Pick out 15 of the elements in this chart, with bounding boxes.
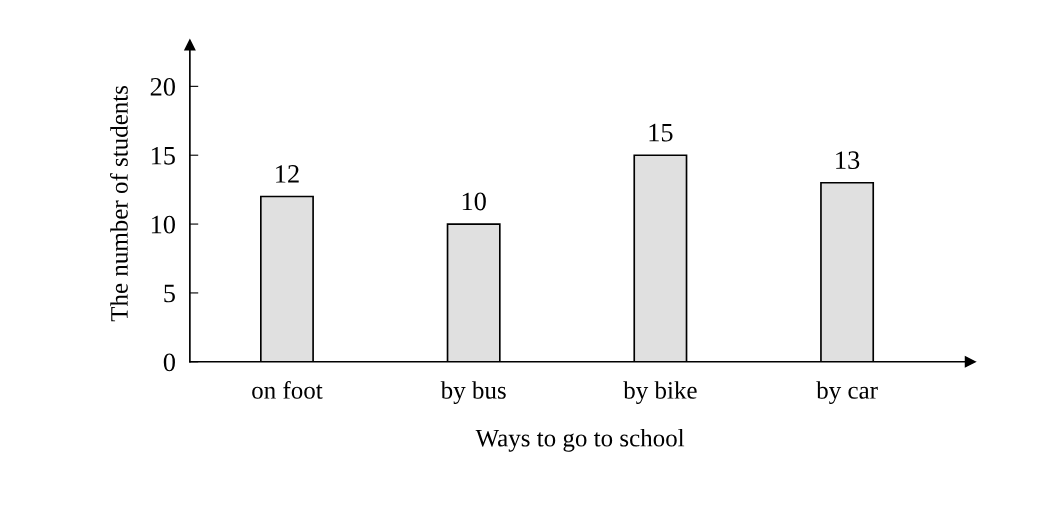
y-tick-label: 15 <box>151 146 175 165</box>
data-label: 15 <box>649 123 673 142</box>
x-tick-label: on foot <box>252 380 323 399</box>
y-tick-label: 20 <box>150 77 175 96</box>
data-label: 10 <box>462 192 486 211</box>
y-axis-title: The number of students <box>110 85 128 322</box>
x-tick-label: by bike <box>623 381 697 404</box>
x-axis-title: Ways to go to school <box>475 428 685 452</box>
x-tick-label: by bus <box>440 381 506 404</box>
y-tick-label: 5 <box>164 284 175 303</box>
x-tick-label: by car <box>816 381 878 404</box>
y-tick-label: 10 <box>151 215 175 234</box>
data-label: 12 <box>276 165 299 183</box>
y-tick-label: 0 <box>163 353 175 372</box>
data-label: 13 <box>836 151 860 170</box>
